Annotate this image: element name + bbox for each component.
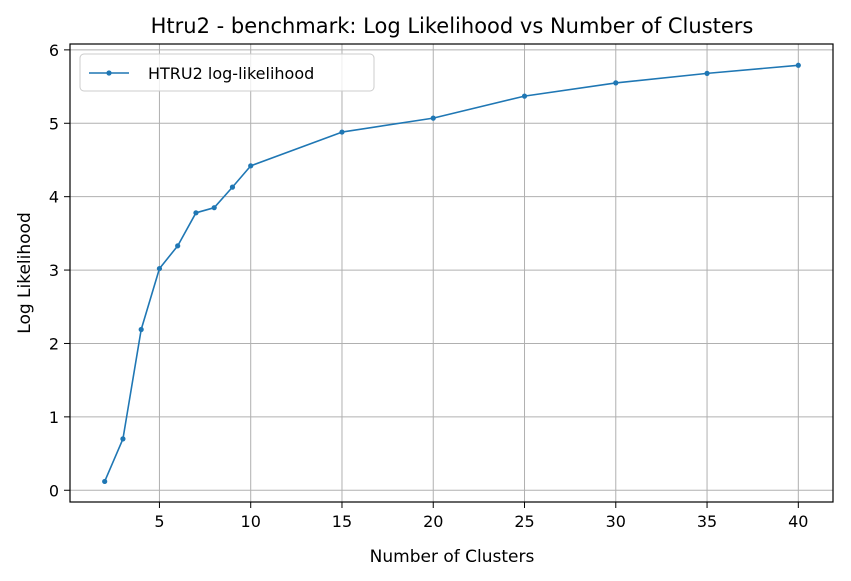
legend-marker <box>106 70 112 76</box>
data-point <box>211 205 217 211</box>
y-tick-label: 4 <box>49 188 59 207</box>
data-point <box>704 70 710 76</box>
data-point <box>248 163 254 169</box>
data-point <box>175 243 181 249</box>
legend-box <box>79 53 375 92</box>
data-point <box>156 265 163 272</box>
x-tick-label: 15 <box>332 512 352 531</box>
legend-label: HTRU2 log-likelihood <box>148 64 314 83</box>
data-point <box>120 436 126 442</box>
x-tick-label: 40 <box>788 512 808 531</box>
legend: HTRU2 log-likelihood <box>79 53 375 92</box>
y-axis-label: Log Likelihood <box>15 212 35 333</box>
data-point <box>229 184 236 190</box>
x-tick-label: 10 <box>241 512 261 531</box>
plot-frame <box>69 43 834 503</box>
grid <box>70 44 833 502</box>
data-point <box>613 80 619 86</box>
data-point <box>138 326 144 333</box>
x-tick-label: 35 <box>697 512 717 531</box>
y-tick-label: 6 <box>49 41 59 60</box>
series-layer <box>102 62 801 485</box>
x-tick-label: 5 <box>154 512 164 531</box>
y-tick-label: 3 <box>49 261 59 280</box>
x-axis-label: Number of Clusters <box>370 547 535 567</box>
data-point <box>521 93 528 99</box>
data-point <box>339 129 345 135</box>
ticks: 5 10 15 20 25 30 35 40 0 1 2 3 4 5 6 <box>49 41 809 531</box>
x-tick-label: 30 <box>606 512 626 531</box>
data-point <box>102 478 108 485</box>
data-point <box>193 210 199 216</box>
y-tick-label: 2 <box>49 334 59 353</box>
x-tick-label: 20 <box>423 512 443 531</box>
y-tick-label: 5 <box>49 114 59 133</box>
data-point <box>795 62 801 68</box>
x-tick-label: 25 <box>514 512 534 531</box>
y-tick-label: 1 <box>49 408 59 427</box>
data-point <box>430 115 436 121</box>
y-tick-label: 0 <box>49 481 59 500</box>
chart-title: Htru2 - benchmark: Log Likelihood vs Num… <box>151 14 754 38</box>
